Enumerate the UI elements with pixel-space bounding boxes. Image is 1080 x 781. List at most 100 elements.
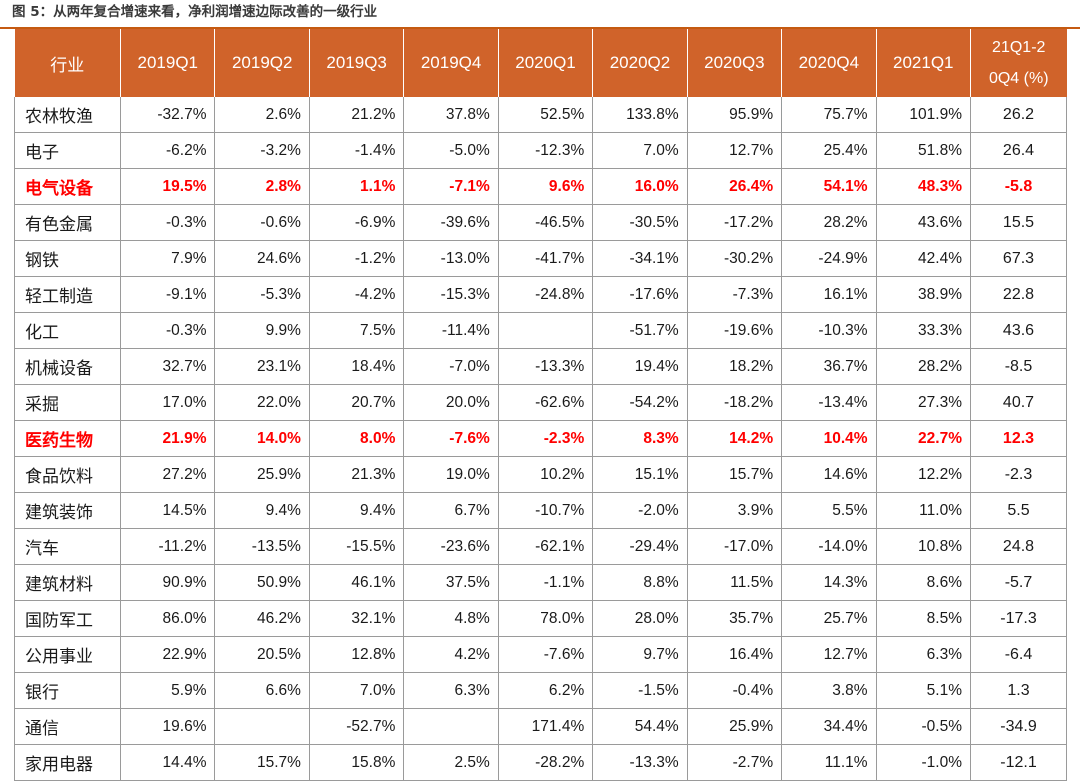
value-cell bbox=[498, 312, 594, 349]
value-cell: 17.0% bbox=[120, 384, 216, 421]
header-cagr-line1: 21Q1-2 bbox=[992, 39, 1046, 56]
caption-rule bbox=[0, 27, 1080, 29]
value-cell: -62.6% bbox=[498, 384, 594, 421]
value-cell: -19.6% bbox=[687, 312, 783, 349]
value-cell: -24.8% bbox=[498, 276, 594, 313]
value-cell: 7.0% bbox=[592, 132, 688, 169]
value-cell: 11.0% bbox=[876, 492, 971, 529]
value-cell: 14.6% bbox=[781, 456, 877, 493]
value-cell: -2.7% bbox=[687, 744, 783, 781]
value-cell: 12.2% bbox=[876, 456, 971, 493]
table-row: 电气设备 19.5% 2.8% 1.1% -7.1% 9.6% 16.0% 26.4% 54.1… bbox=[13, 168, 1068, 205]
value-cell: 86.0% bbox=[120, 600, 216, 637]
table-row: 农林牧渔 -32.7% 2.6% 21.2% 37.8% 52.5% 133.8% 95.9%… bbox=[13, 97, 1068, 133]
value-cell: 26.4 bbox=[970, 132, 1068, 169]
value-cell: 6.7% bbox=[403, 492, 499, 529]
value-cell: 3.9% bbox=[687, 492, 783, 529]
value-cell: 21.9% bbox=[120, 420, 216, 457]
industry-name-cell: 通信 bbox=[13, 708, 122, 745]
industry-name-cell: 医药生物 bbox=[13, 420, 122, 457]
value-cell: -12.1 bbox=[970, 744, 1068, 781]
value-cell: -12.3% bbox=[498, 132, 594, 169]
value-cell: -39.6% bbox=[403, 204, 499, 241]
value-cell: -41.7% bbox=[498, 240, 594, 277]
value-cell: 33.3% bbox=[876, 312, 971, 349]
header-2021q1: 2021Q1 bbox=[876, 29, 971, 97]
header-2019q1: 2019Q1 bbox=[120, 29, 216, 97]
value-cell: 5.9% bbox=[120, 672, 216, 709]
industry-name-cell: 化工 bbox=[13, 312, 122, 349]
value-cell: 4.2% bbox=[403, 636, 499, 673]
value-cell: -46.5% bbox=[498, 204, 594, 241]
value-cell: 12.8% bbox=[309, 636, 405, 673]
value-cell: -3.2% bbox=[214, 132, 310, 169]
value-cell: 14.3% bbox=[781, 564, 877, 601]
value-cell: 26.4% bbox=[687, 168, 783, 205]
industry-growth-table: 行业 2019Q1 2019Q2 2019Q3 2019Q4 2020Q1 20… bbox=[13, 29, 1068, 781]
table-row: 家用电器 14.4% 15.7% 15.8% 2.5% -28.2% -13.3% -2.7%… bbox=[13, 744, 1068, 781]
industry-name-cell: 食品饮料 bbox=[13, 456, 122, 493]
value-cell: 133.8% bbox=[592, 97, 688, 133]
value-cell: 2.8% bbox=[214, 168, 310, 205]
value-cell: 101.9% bbox=[876, 97, 971, 133]
value-cell: -5.0% bbox=[403, 132, 499, 169]
value-cell: -17.3 bbox=[970, 600, 1068, 637]
value-cell: 11.1% bbox=[781, 744, 877, 781]
value-cell: -7.1% bbox=[403, 168, 499, 205]
industry-name-cell: 农林牧渔 bbox=[13, 97, 122, 133]
value-cell: 52.5% bbox=[498, 97, 594, 133]
header-cagr: 21Q1-2 0Q4 (%) bbox=[970, 29, 1067, 97]
value-cell: 37.8% bbox=[403, 97, 499, 133]
value-cell: 19.5% bbox=[120, 168, 216, 205]
value-cell: -62.1% bbox=[498, 528, 594, 565]
value-cell: 6.3% bbox=[876, 636, 971, 673]
industry-name-cell: 轻工制造 bbox=[13, 276, 122, 313]
value-cell: -5.7 bbox=[970, 564, 1068, 601]
value-cell: 90.9% bbox=[120, 564, 216, 601]
value-cell: 19.0% bbox=[403, 456, 499, 493]
value-cell: 14.0% bbox=[214, 420, 310, 457]
value-cell: -7.3% bbox=[687, 276, 783, 313]
value-cell: -13.4% bbox=[781, 384, 877, 421]
table-row: 银行 5.9% 6.6% 7.0% 6.3% 6.2% -1.5% -0.4% 3.8% 5.1%… bbox=[13, 672, 1068, 709]
table-row: 轻工制造 -9.1% -5.3% -4.2% -15.3% -24.8% -17.6% -7.… bbox=[13, 276, 1068, 313]
value-cell: -34.9 bbox=[970, 708, 1068, 745]
value-cell: 54.4% bbox=[592, 708, 688, 745]
value-cell: -1.2% bbox=[309, 240, 405, 277]
value-cell: 21.2% bbox=[309, 97, 405, 133]
value-cell: 16.1% bbox=[781, 276, 877, 313]
value-cell: 14.5% bbox=[120, 492, 216, 529]
header-2019q3: 2019Q3 bbox=[309, 29, 405, 97]
value-cell bbox=[403, 708, 499, 745]
value-cell: -13.3% bbox=[592, 744, 688, 781]
value-cell: -32.7% bbox=[120, 97, 216, 133]
value-cell: 15.7% bbox=[687, 456, 783, 493]
value-cell: 19.6% bbox=[120, 708, 216, 745]
value-cell: 67.3 bbox=[970, 240, 1068, 277]
value-cell: 15.1% bbox=[592, 456, 688, 493]
value-cell: 10.8% bbox=[876, 528, 971, 565]
value-cell: 25.7% bbox=[781, 600, 877, 637]
value-cell: 16.0% bbox=[592, 168, 688, 205]
table-row: 医药生物 21.9% 14.0% 8.0% -7.6% -2.3% 8.3% 14.2% 10.… bbox=[13, 420, 1068, 457]
value-cell: -7.6% bbox=[498, 636, 594, 673]
value-cell: 12.7% bbox=[781, 636, 877, 673]
industry-name-cell: 家用电器 bbox=[13, 744, 122, 781]
value-cell: 12.3 bbox=[970, 420, 1068, 457]
value-cell: -1.5% bbox=[592, 672, 688, 709]
header-2019q4: 2019Q4 bbox=[403, 29, 499, 97]
industry-name-cell: 建筑装饰 bbox=[13, 492, 122, 529]
value-cell: -13.5% bbox=[214, 528, 310, 565]
value-cell: -7.0% bbox=[403, 348, 499, 385]
value-cell: 171.4% bbox=[498, 708, 594, 745]
table-row: 国防军工 86.0% 46.2% 32.1% 4.8% 78.0% 28.0% 35.7% 25… bbox=[13, 600, 1068, 637]
value-cell: 12.7% bbox=[687, 132, 783, 169]
industry-name-cell: 有色金属 bbox=[13, 204, 122, 241]
industry-name-cell: 电气设备 bbox=[13, 168, 122, 205]
value-cell: -1.1% bbox=[498, 564, 594, 601]
value-cell: 10.2% bbox=[498, 456, 594, 493]
value-cell: -4.2% bbox=[309, 276, 405, 313]
value-cell: -0.3% bbox=[120, 312, 216, 349]
value-cell: 32.7% bbox=[120, 348, 216, 385]
value-cell: 20.5% bbox=[214, 636, 310, 673]
